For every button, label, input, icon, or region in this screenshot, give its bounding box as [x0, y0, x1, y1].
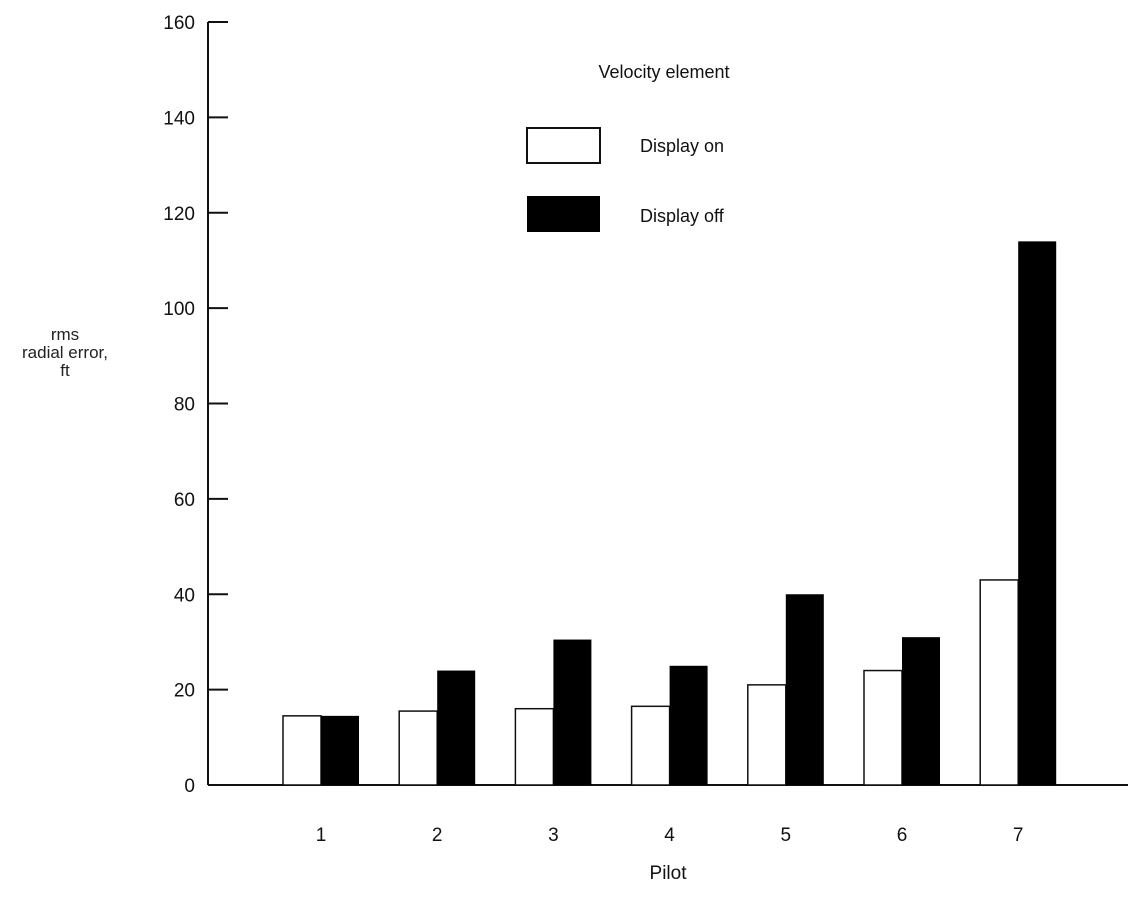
x-tick-label-pilot-4: 4: [664, 825, 675, 846]
legend-label-display-on: Display on: [640, 136, 724, 156]
y-tick-label: 60: [174, 490, 195, 511]
x-tick-label-pilot-2: 2: [432, 825, 443, 846]
legend-label-display-off: Display off: [640, 206, 725, 226]
x-axis-label: Pilot: [650, 863, 688, 884]
y-tick-label: 80: [174, 395, 195, 416]
legend-title: Velocity element: [598, 62, 729, 82]
bar-display-on-pilot-2: [398, 710, 438, 786]
y-tick-label: 0: [184, 776, 195, 797]
bar-display-off-pilot-2: [437, 670, 476, 785]
y-tick-label: 140: [163, 108, 195, 129]
bar-display-off-pilot-1: [321, 715, 359, 785]
y-tick-label: 120: [163, 204, 195, 225]
bar-display-on-pilot-7: [979, 579, 1019, 786]
y-tick-label: 40: [174, 585, 195, 606]
bar-display-off-pilot-3: [553, 639, 592, 785]
bars: [282, 241, 1057, 786]
bar-display-off-pilot-6: [902, 637, 940, 785]
y-axis-label-line-1: rms: [50, 325, 80, 344]
bar-display-on-pilot-5: [747, 684, 787, 786]
bar-display-off-pilot-4: [669, 665, 708, 785]
x-tick-label-pilot-6: 6: [897, 825, 908, 846]
x-tick-label-pilot-3: 3: [548, 825, 559, 846]
legend: Velocity element Display on Display off: [526, 62, 730, 232]
y-tick-label: 20: [174, 681, 195, 702]
legend-swatch-display-off: [527, 196, 600, 232]
y-axis-label-line-3: ft: [60, 361, 70, 380]
x-tick-labels: 1 2 3 4 5 6 7: [316, 825, 1024, 846]
bar-display-on-pilot-1: [282, 715, 322, 786]
y-axis-label-line-2: radial error,: [22, 343, 108, 362]
x-tick-label-pilot-1: 1: [316, 825, 327, 846]
bar-display-off-pilot-7: [1018, 241, 1057, 786]
y-axis-label: rms radial error, ft: [0, 326, 130, 380]
y-ticks: 0 20 40 60 80 100 120 140 160: [163, 13, 228, 797]
y-tick-label: 160: [163, 13, 195, 34]
y-tick-label: 100: [163, 299, 195, 320]
bar-display-on-pilot-6: [863, 669, 903, 786]
x-tick-label-pilot-7: 7: [1013, 825, 1024, 846]
x-tick-label-pilot-5: 5: [781, 825, 792, 846]
legend-swatch-display-on: [526, 127, 601, 164]
bar-display-on-pilot-3: [514, 707, 555, 786]
bar-display-off-pilot-5: [785, 594, 824, 785]
bar-display-on-pilot-4: [630, 705, 671, 786]
